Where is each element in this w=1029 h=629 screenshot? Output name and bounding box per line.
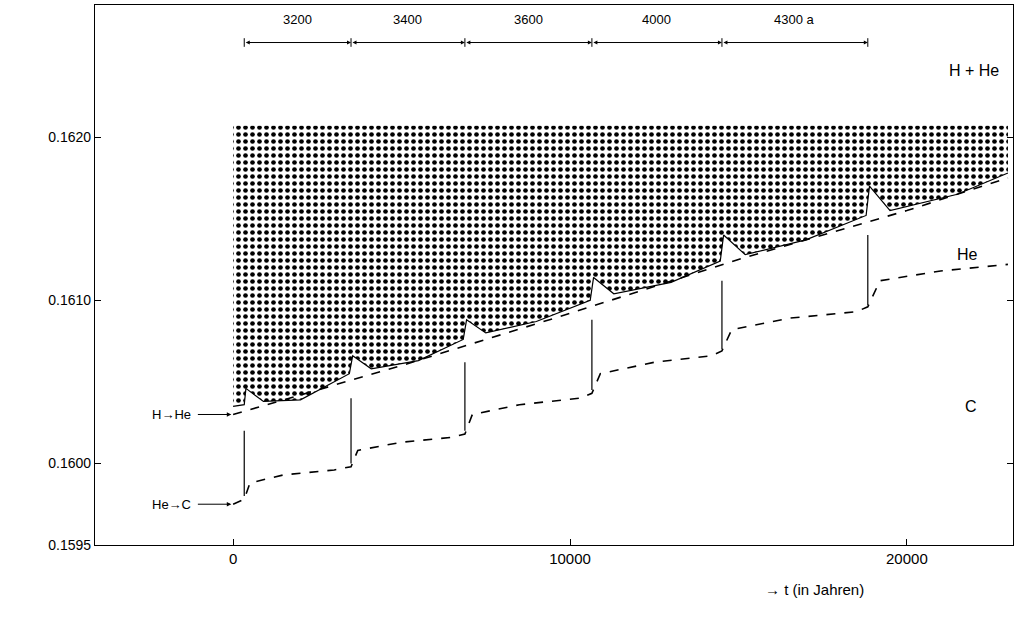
svg-text:0.1600: 0.1600 bbox=[48, 455, 91, 471]
svg-text:4300 a: 4300 a bbox=[774, 12, 815, 27]
svg-text:3200: 3200 bbox=[283, 12, 312, 27]
svg-text:0.1620: 0.1620 bbox=[48, 129, 91, 145]
svg-text:H + He: H + He bbox=[949, 62, 999, 79]
svg-text:3400: 3400 bbox=[393, 12, 422, 27]
svg-text:→ t (in Jahren): → t (in Jahren) bbox=[765, 581, 864, 598]
svg-text:0.1595: 0.1595 bbox=[48, 537, 91, 553]
svg-text:C: C bbox=[965, 398, 977, 415]
svg-text:20000: 20000 bbox=[886, 550, 928, 567]
svg-text:He: He bbox=[957, 246, 978, 263]
svg-text:10000: 10000 bbox=[549, 550, 591, 567]
svg-text:0: 0 bbox=[229, 550, 237, 567]
svg-text:3600: 3600 bbox=[514, 12, 543, 27]
svg-text:H→He: H→He bbox=[152, 407, 191, 422]
svg-text:0.1610: 0.1610 bbox=[48, 292, 91, 308]
svg-text:He→C: He→C bbox=[152, 497, 191, 512]
svg-text:4000: 4000 bbox=[642, 12, 671, 27]
